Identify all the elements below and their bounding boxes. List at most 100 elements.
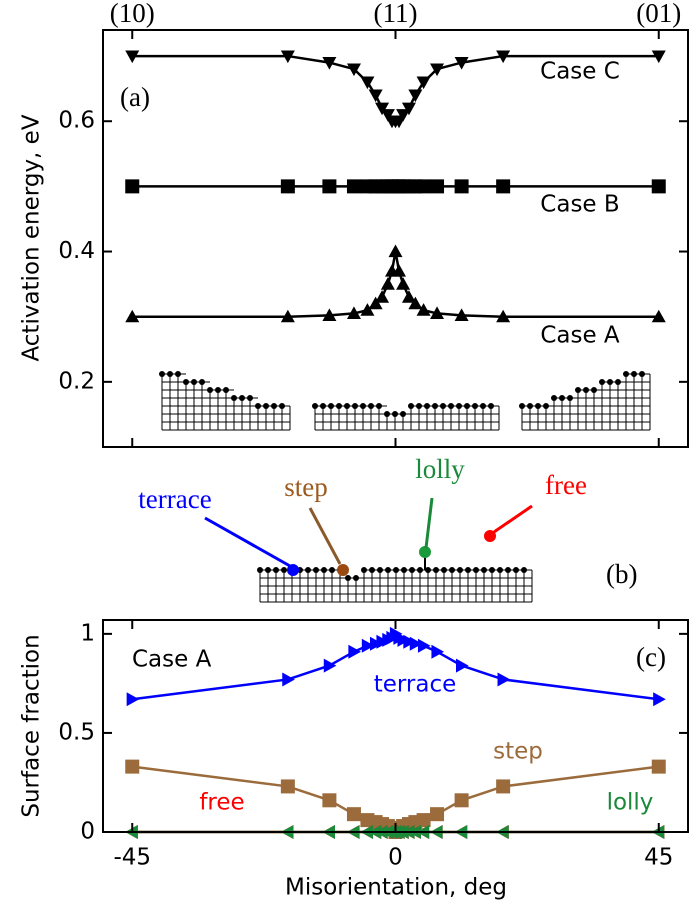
data-point: [125, 50, 140, 64]
atom: [199, 379, 205, 385]
data-point: [361, 638, 375, 653]
data-point: [380, 277, 395, 290]
series-label: Case C: [540, 59, 620, 85]
x-axis-label: Misorientation, deg: [285, 875, 507, 901]
atom: [583, 387, 589, 393]
pointer: [493, 504, 533, 534]
lattice: [314, 405, 500, 431]
data-point: [370, 636, 383, 651]
x-tick-label: (11): [374, 0, 418, 28]
atom: [255, 403, 261, 409]
x-tick-label: (10): [110, 0, 155, 28]
data-point: [430, 179, 445, 194]
series-label: free: [199, 790, 244, 816]
data-point: [396, 109, 411, 122]
data-point: [322, 56, 337, 70]
site-label: terrace: [138, 484, 211, 514]
x-tick-label: 45: [644, 845, 673, 871]
data-point: [392, 264, 407, 277]
atom: [505, 567, 511, 573]
data-point: [280, 50, 295, 64]
data-point: [454, 308, 469, 321]
atom: [215, 387, 221, 393]
data-point: [496, 779, 511, 794]
data-point: [375, 102, 390, 116]
data-point: [401, 290, 416, 303]
atom: [159, 371, 165, 377]
atom: [257, 567, 263, 573]
data-point: [416, 76, 431, 90]
atom: [337, 564, 349, 576]
atom: [575, 387, 581, 393]
atom: [417, 567, 423, 573]
y-axis-label: Activation energy, eV: [19, 114, 45, 361]
atom: [336, 403, 342, 409]
atom: [559, 395, 565, 401]
atom: [480, 403, 486, 409]
site-label: lolly: [415, 454, 465, 484]
x-tick-label: -45: [113, 845, 151, 871]
atom: [409, 567, 415, 573]
atom: [456, 403, 462, 409]
data-point: [651, 50, 666, 64]
data-point: [346, 807, 361, 822]
data-point: [408, 89, 423, 103]
atom: [239, 395, 245, 401]
atom: [440, 403, 446, 409]
series-label: lolly: [607, 790, 654, 816]
atom: [400, 411, 406, 417]
atom: [287, 564, 299, 576]
data-point: [368, 296, 383, 310]
atom: [167, 371, 173, 377]
atom: [424, 403, 430, 409]
case-label: Case A: [132, 647, 212, 673]
data-point: [454, 179, 469, 194]
lattice: [161, 373, 291, 431]
pointer: [308, 507, 342, 565]
atom: [623, 371, 629, 377]
data-point: [125, 179, 140, 194]
panel-label: (b): [606, 559, 637, 589]
atom: [488, 403, 494, 409]
atom: [591, 387, 597, 393]
data-point: [496, 50, 511, 64]
data-point: [416, 813, 431, 828]
lattice: [521, 373, 651, 431]
data-point: [653, 692, 666, 707]
data-point: [322, 179, 337, 194]
data-point: [430, 306, 445, 320]
atom: [519, 403, 525, 409]
site-label: free: [545, 470, 587, 500]
data-point: [280, 179, 295, 194]
data-point: [456, 658, 469, 673]
lattices: [159, 371, 651, 603]
pointer: [424, 497, 434, 549]
atom: [305, 567, 311, 573]
y-tick-label: 0.6: [58, 108, 95, 134]
series-label: Case B: [540, 192, 619, 218]
data-point: [346, 306, 361, 320]
pointer: [204, 516, 291, 568]
atom: [360, 403, 366, 409]
atom: [175, 371, 181, 377]
atom: [433, 567, 439, 573]
lattice: [259, 569, 533, 603]
atom: [328, 403, 334, 409]
atom: [321, 567, 327, 573]
data-point: [497, 672, 511, 687]
data-point: [346, 179, 361, 194]
atom: [416, 403, 422, 409]
atom: [631, 371, 637, 377]
atom: [207, 387, 213, 393]
atom: [271, 403, 277, 409]
atom: [441, 567, 447, 573]
atom: [344, 403, 350, 409]
atom: [353, 575, 359, 581]
y-tick-label: 1: [80, 620, 95, 646]
atom: [639, 371, 645, 377]
data-point: [348, 644, 361, 659]
atom: [521, 567, 527, 573]
data-point: [454, 793, 469, 808]
atom: [376, 403, 382, 409]
